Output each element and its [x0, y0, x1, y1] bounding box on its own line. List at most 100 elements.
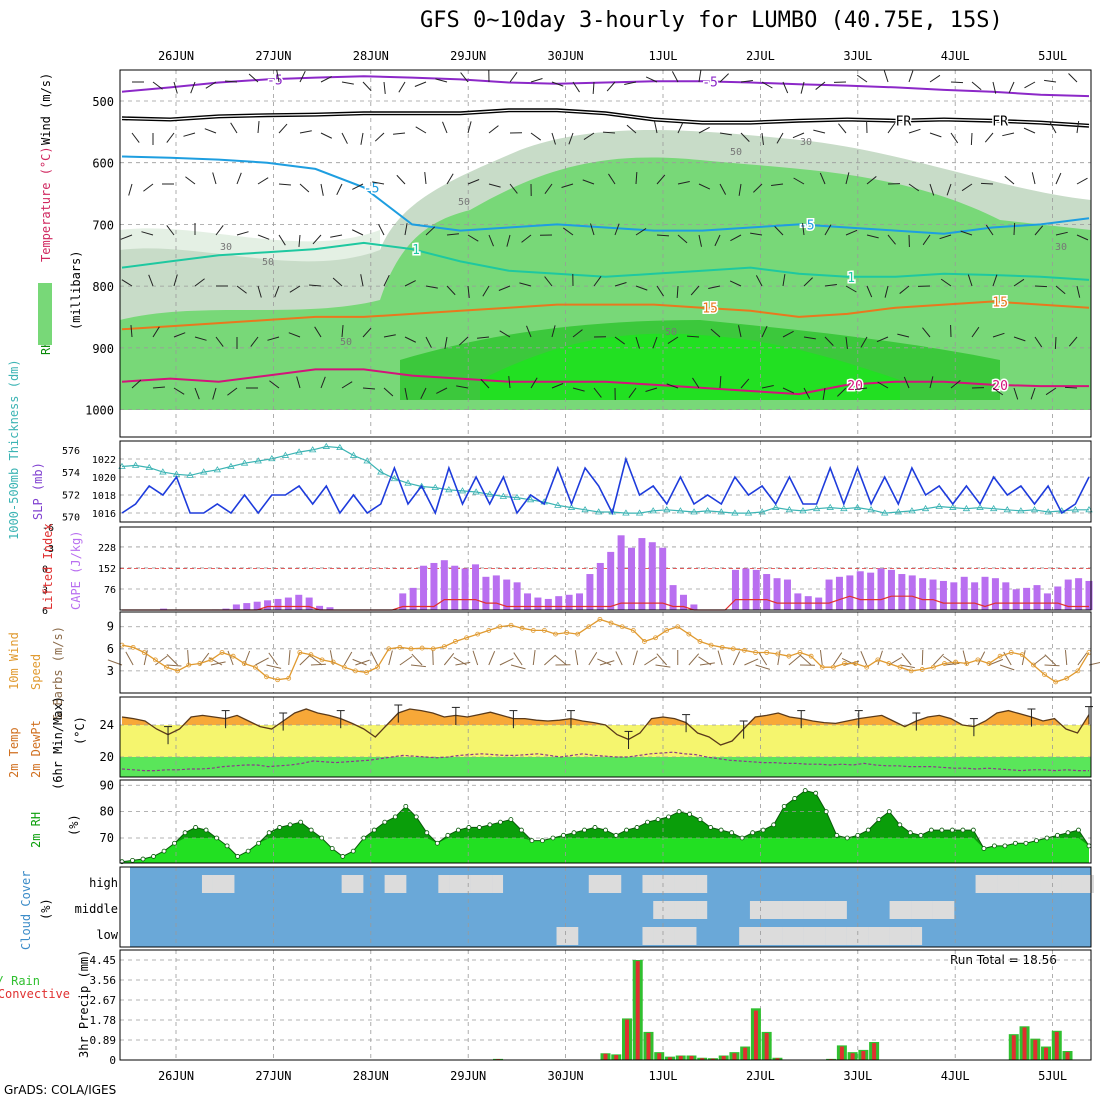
wind-barb [753, 183, 763, 193]
cloud-cell-middle [674, 901, 686, 919]
surface-wind-barb [166, 664, 182, 667]
cloud-row-label: low [96, 928, 118, 942]
wind-tick-label: 9 [107, 620, 114, 634]
cloud-cell-high [997, 875, 1009, 893]
cape-frame [119, 526, 1092, 611]
wind-speed-marker [930, 664, 936, 670]
rh2m-marker [540, 838, 545, 844]
thickness-marker [935, 502, 943, 509]
temp-contour-label: 15 [992, 296, 1008, 311]
wind-barb [761, 81, 773, 89]
wind-barb [320, 132, 333, 139]
rh2m-marker [592, 825, 598, 830]
precip-convective-bar [850, 1053, 855, 1060]
thickness-marker [867, 506, 875, 513]
precip-convective-bar [710, 1058, 715, 1060]
thickness-marker [567, 503, 576, 510]
surface-wind-barb [574, 650, 579, 666]
wind-barb [299, 70, 306, 83]
thickness-marker [785, 506, 794, 513]
cape-bar [274, 598, 282, 610]
wind-barb [1076, 177, 1088, 185]
wind-barb [446, 233, 459, 236]
rh2m-marker [697, 817, 703, 822]
surface-wind-barb [513, 652, 523, 666]
cape-bar [284, 597, 292, 610]
wind-barb [314, 326, 322, 338]
cloud-cell-high [1029, 875, 1041, 893]
thickness-marker [622, 509, 630, 516]
wind-barb [950, 81, 964, 84]
wind-barb [420, 387, 427, 400]
cape-bar [846, 575, 854, 610]
cape-bar [752, 569, 760, 610]
wind-barb [299, 130, 312, 134]
wind-speed-marker [1031, 662, 1036, 668]
wind-barb [143, 183, 154, 192]
rh2m-frame [119, 779, 1092, 864]
thickness-marker [908, 507, 916, 514]
cape-bar [960, 576, 968, 610]
wind-speed-marker [364, 669, 369, 675]
cloud-cell-high [986, 875, 998, 893]
wind-speed-marker [864, 664, 870, 670]
rh2m-marker [413, 814, 419, 820]
thickness-marker [227, 462, 235, 469]
rh2m-marker [918, 832, 924, 838]
precip-convective-bar [753, 1010, 758, 1060]
wind-speed-marker [197, 661, 203, 666]
temp-frame [119, 696, 1092, 778]
wind-barb [922, 327, 931, 338]
rh-legend-swatch [38, 283, 52, 345]
cloud-cell-high [696, 875, 708, 893]
cape-bar [1002, 582, 1010, 610]
wind-barb [289, 285, 301, 293]
rh2m-marker [1013, 840, 1018, 846]
wind-barb [360, 274, 364, 287]
rh2m-marker [823, 809, 829, 815]
rh-shading-saturated [480, 333, 900, 400]
rh2m-marker [434, 840, 440, 846]
cape-bar [690, 604, 698, 610]
rh2m-marker [865, 827, 871, 833]
wind-barb [1024, 81, 1036, 89]
cape-bar [659, 547, 667, 610]
cloud-cell-high [1040, 875, 1052, 893]
rh2m-marker [949, 827, 955, 833]
wind-barb [467, 285, 470, 298]
thickness-marker [921, 504, 930, 512]
wind-barb [424, 172, 427, 185]
wind-barb [887, 234, 896, 245]
rh2m-marker [382, 819, 388, 825]
cape-bar [492, 575, 500, 610]
wind-speed-marker [175, 668, 180, 674]
wind-speed-marker [919, 667, 925, 672]
wind-barb [666, 383, 679, 389]
cloud-cell-middle [803, 901, 815, 919]
surface-wind-barb [799, 654, 812, 666]
cape-bar [950, 582, 958, 610]
precip-total-axis-label: tal / Rain [0, 974, 40, 988]
surface-wind-barb [299, 654, 311, 666]
thickness-marker [635, 509, 644, 516]
wind-speed-marker [1008, 650, 1014, 655]
wind-barb [837, 387, 847, 397]
rh2m-marker [287, 822, 293, 828]
wind-barb [824, 336, 834, 346]
cape-bar [939, 580, 947, 610]
cloud-cell-high [201, 875, 213, 893]
wind-barb [635, 336, 640, 349]
surface-wind-barb [399, 655, 413, 666]
wind-barb [593, 275, 602, 287]
wind-barb [822, 387, 826, 400]
cape-bar [596, 562, 604, 610]
wind-barb [1068, 336, 1078, 347]
cloud-cell-high [481, 875, 493, 893]
thickness-marker [581, 506, 589, 513]
wind-barb [299, 183, 310, 193]
wind-barb [212, 172, 217, 185]
wind-barb [173, 387, 185, 395]
rh2m-marker [1023, 840, 1029, 846]
slp-line [121, 456, 1090, 516]
rh2m-marker [497, 819, 503, 825]
